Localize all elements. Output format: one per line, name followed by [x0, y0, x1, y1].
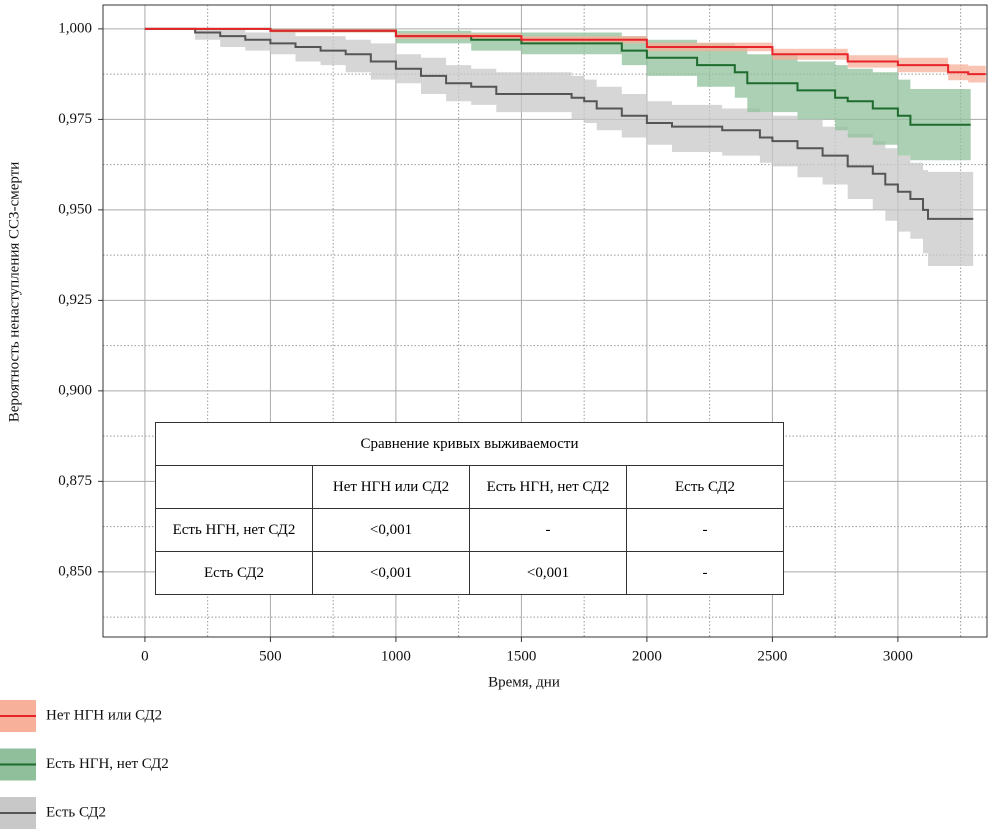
table-header: Нет НГН или СД2 — [312, 465, 470, 509]
y-axis-label: Вероятность ненаступления ССЗ-смерти — [6, 162, 22, 423]
plot-frame — [102, 4, 988, 638]
x-tick-label: 1000 — [381, 648, 411, 664]
table-corner — [155, 465, 313, 509]
table-cell: <0,001 — [312, 508, 470, 552]
table-cell: <0,001 — [469, 551, 627, 595]
table-header: Есть СД2 — [626, 465, 784, 509]
table-cell: - — [626, 551, 784, 595]
legend-label: Есть СД2 — [46, 804, 106, 820]
table-title: Сравнение кривых выживаемости — [155, 422, 784, 466]
x-tick-label: 2500 — [757, 648, 787, 664]
legend-label: Есть НГН, нет СД2 — [46, 756, 169, 772]
x-tick-label: 0 — [141, 648, 149, 664]
x-axis-label: Время, дни — [488, 674, 560, 690]
y-tick-label: 0,900 — [58, 382, 92, 398]
legend-label: Нет НГН или СД2 — [46, 707, 162, 723]
confidence-band — [144, 28, 971, 161]
y-tick-label: 0,875 — [58, 473, 92, 489]
x-tick-label: 3000 — [883, 648, 913, 664]
y-tick-label: 0,975 — [58, 111, 92, 127]
y-tick-label: 0,950 — [58, 201, 92, 217]
survival-line — [144, 27, 986, 76]
table-cell: - — [469, 508, 627, 552]
x-tick-label: 2000 — [632, 648, 662, 664]
x-tick-label: 500 — [259, 648, 282, 664]
x-tick-label: 1500 — [506, 648, 536, 664]
row-label: Есть СД2 — [155, 551, 313, 595]
comparison-table: Сравнение кривых выживаемости Нет НГН ил… — [155, 422, 784, 595]
y-tick-label: 0,850 — [58, 563, 92, 579]
table-cell: <0,001 — [312, 551, 470, 595]
y-tick-label: 0,925 — [58, 292, 92, 308]
row-label: Есть НГН, нет СД2 — [155, 508, 313, 552]
y-tick-label: 1,000 — [58, 20, 92, 36]
table-cell: - — [626, 508, 784, 552]
survival-line — [144, 27, 974, 220]
table-header: Есть НГН, нет СД2 — [469, 465, 627, 509]
